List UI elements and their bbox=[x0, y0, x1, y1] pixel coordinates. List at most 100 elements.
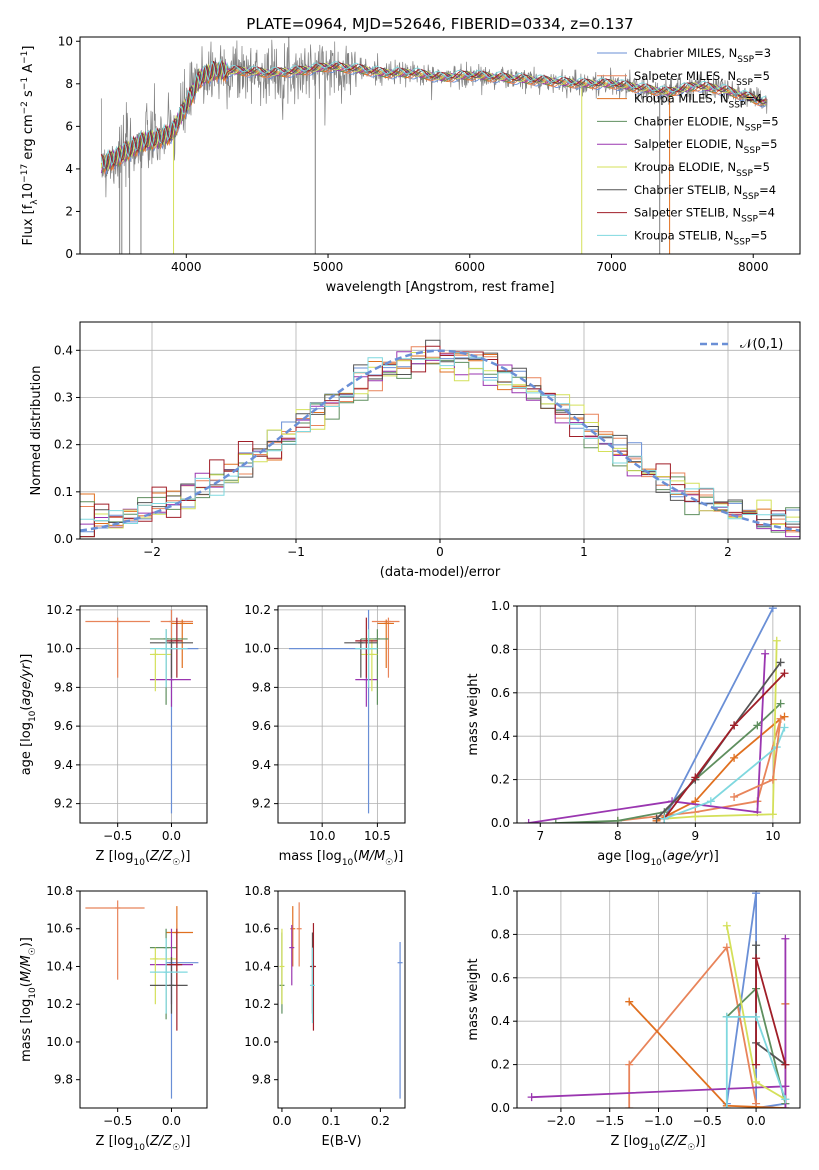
y-tick-label: 10 bbox=[58, 34, 73, 48]
legend-entry: Kroupa STELIB, NSSP=5 bbox=[634, 228, 767, 247]
errorbar-point-6 bbox=[149, 638, 194, 678]
plot-area bbox=[85, 900, 199, 1099]
y-axis-label: mass weight bbox=[466, 673, 481, 755]
x-tick-label: 5000 bbox=[313, 260, 344, 274]
x-tick-label: −0.5 bbox=[103, 829, 132, 843]
x-tick-label: −2.0 bbox=[546, 1114, 575, 1128]
weight-series-9 bbox=[730, 714, 785, 801]
weight-marker bbox=[780, 669, 789, 678]
errorbar-point-7 bbox=[310, 923, 316, 1031]
weight-marker bbox=[776, 658, 785, 667]
weight-vs-z-panel: −2.0 −1.5 −1.0 −0.5 0.0 0.0 0.2 0.4 0.6 0.8 1.0 Z [… bbox=[466, 884, 801, 1153]
weight-series-5 bbox=[660, 636, 781, 823]
y-tick-label: 10.2 bbox=[46, 997, 73, 1011]
weight-marker bbox=[781, 1060, 790, 1069]
figure-title: PLATE=0964, MJD=52646, FIBERID=0334, z=0… bbox=[246, 15, 633, 33]
weight-marker bbox=[776, 699, 785, 708]
x-tick-label: 10.5 bbox=[364, 829, 391, 843]
x-tick-label: 0.0 bbox=[747, 1114, 766, 1128]
x-tick-label: 7 bbox=[536, 829, 544, 843]
normal-curve bbox=[80, 349, 800, 532]
weight-marker bbox=[706, 797, 715, 806]
legend-entry: Chabrier MILES, NSSP=3 bbox=[634, 46, 771, 65]
y-tick-label: 10.2 bbox=[244, 997, 271, 1011]
plot-area bbox=[279, 902, 403, 1099]
weight-marker bbox=[730, 753, 739, 762]
errorbar-point-4 bbox=[289, 924, 295, 986]
y-tick-label: 1.0 bbox=[491, 884, 510, 898]
plot-area bbox=[289, 609, 400, 814]
weight-marker bbox=[780, 723, 789, 732]
legend-entry: Chabrier ELODIE, NSSP=5 bbox=[634, 114, 779, 133]
weight-marker bbox=[691, 773, 700, 782]
spectrum-panel: 4000 5000 6000 7000 8000 0 2 4 6 8 10 wavelength [A… bbox=[20, 34, 801, 295]
errorbar-point-6 bbox=[149, 957, 188, 1014]
axes-frame bbox=[277, 890, 406, 1109]
y-tick-label: 10.6 bbox=[46, 922, 73, 936]
weight-line bbox=[663, 672, 786, 820]
weight-marker bbox=[722, 1104, 731, 1108]
y-tick-label: 9.2 bbox=[54, 797, 73, 811]
errorbar-point-5 bbox=[149, 947, 177, 1005]
weight-marker bbox=[625, 1104, 634, 1108]
x-tick-label: −2 bbox=[143, 545, 161, 559]
y-axis-label: mass weight bbox=[466, 958, 481, 1040]
y-tick-label: 10.0 bbox=[244, 1035, 271, 1049]
axes-frame bbox=[277, 605, 406, 824]
weight-line bbox=[663, 727, 786, 820]
y-tick-label: 10.4 bbox=[244, 959, 271, 973]
y-tick-label: 0 bbox=[65, 247, 73, 261]
errorbar-point-2 bbox=[377, 619, 394, 668]
legend-entry: Kroupa ELODIE, NSSP=5 bbox=[634, 160, 770, 179]
y-tick-label: 0.3 bbox=[54, 390, 73, 404]
weight-vs-age-panel: 7 8 9 10 0.0 0.2 0.4 0.6 0.8 1.0 age [log10(age/yr… bbox=[466, 599, 801, 868]
y-tick-label: 10.4 bbox=[46, 959, 73, 973]
errorbar-point-8 bbox=[309, 947, 315, 1024]
y-tick-label: 0.6 bbox=[491, 686, 510, 700]
x-axis-label: Z [log10(Z/Z☉)] bbox=[96, 1134, 191, 1153]
x-tick-label: 9 bbox=[692, 829, 700, 843]
weight-line bbox=[628, 945, 757, 1108]
errorbar-point-2 bbox=[166, 906, 194, 986]
x-tick-label: 2 bbox=[724, 545, 732, 559]
axes-frame bbox=[79, 36, 801, 255]
weight-marker bbox=[781, 1082, 790, 1091]
y-tick-label: 9.4 bbox=[252, 758, 271, 772]
errorbar-point-4 bbox=[149, 648, 191, 707]
x-axis-label: age [log10(age/yr)] bbox=[597, 849, 719, 868]
y-tick-label: 10.6 bbox=[244, 922, 271, 936]
weight-line bbox=[725, 1016, 787, 1108]
weight-marker bbox=[551, 819, 560, 823]
weight-marker bbox=[730, 721, 739, 730]
y-tick-label: 10.8 bbox=[244, 884, 271, 898]
weight-line bbox=[664, 640, 778, 820]
y-tick-label: 8 bbox=[65, 77, 73, 91]
weight-marker bbox=[753, 721, 762, 730]
y-tick-label: 0.4 bbox=[491, 729, 510, 743]
y-axis-label: Normed distribution bbox=[29, 366, 44, 496]
x-tick-label: 0.1 bbox=[322, 1114, 341, 1128]
model-spectrum-7 bbox=[100, 59, 767, 170]
legend-entry: Salpeter MILES, NSSP=5 bbox=[634, 69, 770, 88]
errorbar-point-9 bbox=[85, 617, 150, 678]
errorbar-point-8 bbox=[355, 629, 378, 688]
y-tick-label: 0.0 bbox=[54, 532, 73, 546]
weight-marker bbox=[781, 1095, 790, 1104]
age-vs-mass-panel: 10.0 10.5 9.2 9.4 9.6 9.8 10.0 10.2 mass [log10(… bbox=[244, 603, 406, 868]
y-tick-label: 0.2 bbox=[491, 773, 510, 787]
weight-series-7 bbox=[660, 669, 789, 823]
x-tick-label: 7000 bbox=[596, 260, 627, 274]
weight-line bbox=[656, 715, 785, 822]
errorbar-point-7 bbox=[166, 928, 183, 1031]
spectrum-legend: Chabrier MILES, NSSP=3 Salpeter MILES, NS… bbox=[597, 46, 779, 247]
y-tick-label: 9.6 bbox=[252, 719, 271, 733]
errorbar-point-8 bbox=[149, 629, 188, 688]
weight-marker bbox=[652, 814, 661, 823]
x-axis-label: mass [log10(M/M☉)] bbox=[279, 849, 404, 868]
y-tick-label: 0.8 bbox=[491, 642, 510, 656]
x-tick-label: 8000 bbox=[738, 260, 769, 274]
errorbar-point-3 bbox=[360, 629, 389, 705]
residual-histogram-8 bbox=[80, 352, 800, 524]
y-tick-label: 10.0 bbox=[244, 642, 271, 656]
weight-marker bbox=[772, 636, 781, 645]
